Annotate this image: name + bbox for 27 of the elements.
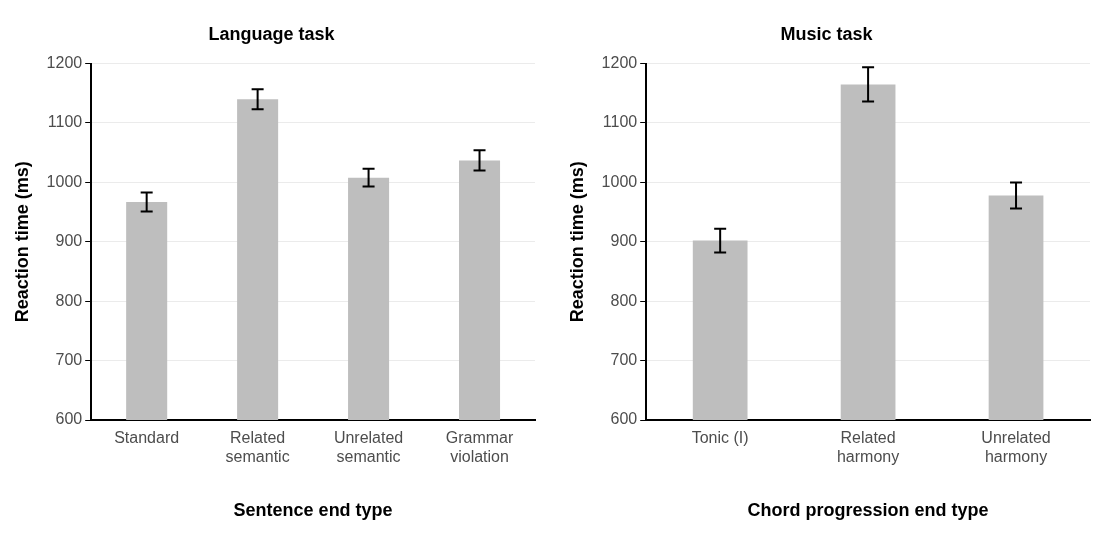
y-tick-label: 1200 bbox=[601, 54, 638, 72]
y-tick-label: 1100 bbox=[47, 113, 83, 131]
chart-title: Language task bbox=[208, 23, 336, 44]
y-tick-label: 800 bbox=[610, 291, 638, 309]
x-tick-label: Related harmony bbox=[836, 429, 900, 466]
x-axis-title: Sentence end type bbox=[233, 500, 393, 521]
y-tick-label: 900 bbox=[610, 232, 638, 250]
x-axis-title: Chord progression end type bbox=[747, 500, 989, 521]
y-tick-label: 900 bbox=[55, 232, 83, 250]
x-tick-label: Standard bbox=[114, 429, 180, 447]
y-tick-label: 600 bbox=[55, 410, 83, 428]
y-tick-label: 1200 bbox=[46, 54, 83, 72]
y-tick-label: 700 bbox=[610, 351, 638, 369]
x-tick-label: Tonic (I) bbox=[691, 429, 749, 447]
y-tick-label: 800 bbox=[55, 291, 83, 309]
chart-title: Music task bbox=[780, 23, 874, 44]
y-axis-title: Reaction time (ms) bbox=[11, 161, 32, 323]
y-axis-title: Reaction time (ms) bbox=[566, 161, 587, 323]
x-tick-label: Unrelated harmony bbox=[981, 429, 1051, 466]
y-tick-label: 1000 bbox=[46, 172, 83, 190]
x-tick-label: Unrelated semantic bbox=[333, 429, 404, 466]
y-tick-label: 700 bbox=[55, 351, 83, 369]
y-tick-label: 1100 bbox=[602, 113, 638, 131]
y-tick-label: 600 bbox=[610, 410, 638, 428]
y-tick-label: 1000 bbox=[601, 172, 638, 190]
x-tick-label: Related semantic bbox=[225, 429, 290, 466]
x-tick-label: Grammar violation bbox=[445, 429, 514, 466]
